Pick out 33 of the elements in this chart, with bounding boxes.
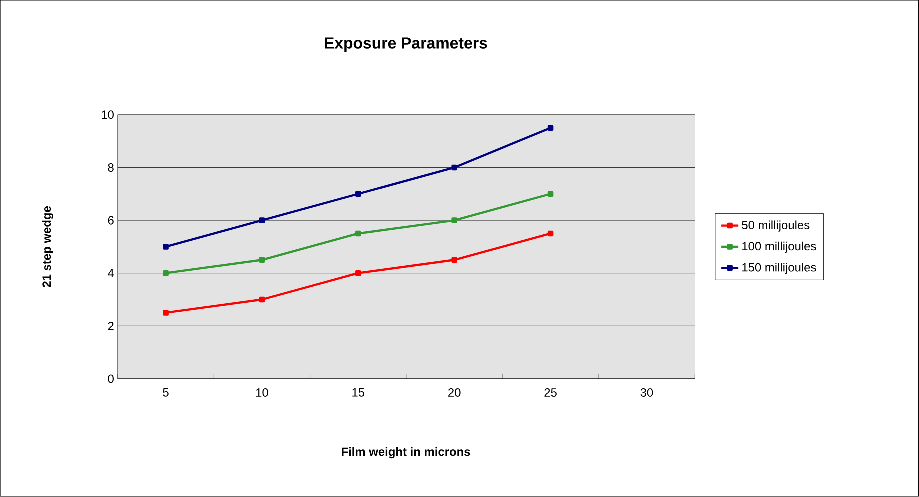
y-tick-label: 8 [108,164,114,172]
point [163,244,169,250]
point [163,270,169,276]
x-tick-label: 15 [352,388,365,397]
point [452,257,458,264]
x-tick-label: 5 [163,388,169,397]
point [259,257,266,264]
chart-title: Exposure Parameters [325,38,488,52]
point [548,230,554,237]
point [548,191,554,198]
point [356,191,362,198]
point [452,164,458,171]
y-axis-title: 21 step wedge [42,206,54,288]
point [356,270,362,276]
point [548,125,554,132]
legend-label: 150 millijoules [742,263,816,274]
legend-label: 50 millijoules [742,220,810,232]
x-tick-label: 25 [544,388,557,397]
y-tick-label: 4 [108,269,114,278]
y-tick-label: 6 [108,216,114,225]
x-tick-label: 20 [448,388,461,397]
x-axis-title: Film weight in microns [342,447,470,459]
y-tick-label: 2 [108,322,114,330]
y-tick-label: 10 [102,110,114,120]
point [259,296,266,303]
point [356,230,362,237]
y-tick-label: 0 [108,374,114,384]
point [452,218,458,224]
legend-label: 100 millijoules [742,242,816,254]
x-tick-label: 30 [640,388,654,397]
x-tick-label: 10 [256,388,268,397]
point [163,310,169,316]
point [259,218,266,224]
